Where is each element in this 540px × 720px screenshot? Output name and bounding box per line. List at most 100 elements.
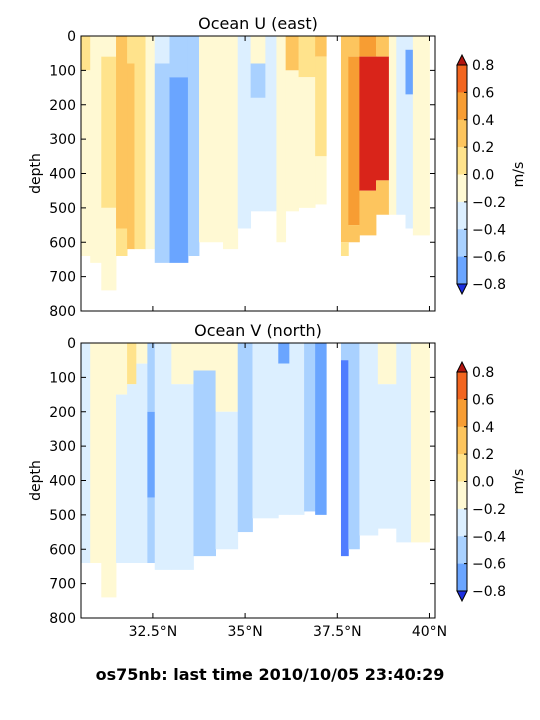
data-cell xyxy=(134,36,146,250)
colorbar-segment xyxy=(457,426,467,455)
data-cell xyxy=(127,63,135,250)
data-cell xyxy=(116,36,128,229)
data-cell xyxy=(101,343,117,598)
y-tick-label: 700 xyxy=(49,577,76,593)
y-tick-label: 0 xyxy=(67,29,76,45)
data-cell xyxy=(276,36,287,243)
data-cell xyxy=(154,343,172,570)
colorbar-tick-label: −0.6 xyxy=(472,250,506,266)
y-tick-label: 800 xyxy=(49,611,76,627)
colorbar-segment xyxy=(457,256,467,285)
data-cell xyxy=(340,36,349,243)
colorbar-tick-label: 0.2 xyxy=(472,140,494,156)
data-cell xyxy=(147,411,156,498)
data-cell xyxy=(136,343,148,364)
data-cell xyxy=(116,394,128,563)
data-cell xyxy=(215,343,239,412)
data-cell xyxy=(147,497,156,563)
colorbar-segment xyxy=(457,174,467,203)
data-cell xyxy=(405,49,414,95)
data-cell xyxy=(222,36,239,250)
data-cell xyxy=(289,343,305,515)
data-cell xyxy=(405,36,414,50)
colorbar-segment xyxy=(457,229,467,257)
data-cell xyxy=(171,384,194,570)
data-cell xyxy=(315,156,327,205)
data-cell xyxy=(116,343,128,395)
colorbar-tick-label: −0.8 xyxy=(472,277,506,293)
colorbar-tick-label: 0.2 xyxy=(472,447,494,463)
data-cell xyxy=(278,363,290,515)
data-cell xyxy=(377,343,397,385)
data-cell xyxy=(265,36,277,212)
data-cell xyxy=(348,56,360,226)
colorbar-tick-label: −0.4 xyxy=(472,529,506,545)
data-cell xyxy=(359,343,379,536)
y-tick-label: 100 xyxy=(49,370,76,386)
x-tick-label: 37.5°N xyxy=(313,624,362,640)
data-cell xyxy=(348,225,360,243)
data-cell xyxy=(315,56,327,157)
data-cell xyxy=(396,36,406,215)
data-cell xyxy=(116,228,128,256)
data-cell xyxy=(377,384,397,529)
y-tick-label: 200 xyxy=(49,405,76,421)
y-tick-label: 100 xyxy=(49,63,76,79)
axes-title: Ocean V (north) xyxy=(194,321,322,340)
data-cell xyxy=(127,36,135,64)
x-tick-label: 35°N xyxy=(227,624,262,640)
data-cell xyxy=(250,36,266,64)
colorbar-segment xyxy=(457,481,467,510)
data-cell xyxy=(81,70,91,256)
colorbar-segment xyxy=(457,399,467,428)
data-cell xyxy=(405,94,414,229)
data-cell xyxy=(250,97,266,212)
data-cell xyxy=(359,190,377,236)
colorbar-tick-label: −0.4 xyxy=(472,222,506,238)
colorbar-segment xyxy=(457,563,467,592)
colorbar-extend-low xyxy=(456,283,468,296)
data-cell xyxy=(193,343,216,371)
data-cell xyxy=(348,343,360,550)
data-cell xyxy=(412,36,430,236)
y-tick-label: 600 xyxy=(49,235,76,251)
colorbar-segment xyxy=(457,92,467,121)
colorbar-label: m/s xyxy=(511,469,527,495)
colorbar-tick-label: 0.0 xyxy=(472,475,494,491)
data-cell xyxy=(193,370,216,557)
data-cell xyxy=(127,384,137,563)
colorbar-tick-label: −0.8 xyxy=(472,584,506,600)
data-cell xyxy=(101,56,117,208)
colorbar-tick-label: 0.8 xyxy=(472,365,494,381)
colorbar-tick-label: 0.6 xyxy=(472,85,494,101)
y-tick-label: 500 xyxy=(49,508,76,524)
colorbar-segment xyxy=(457,372,467,400)
data-cell xyxy=(154,63,170,263)
data-cell xyxy=(340,242,349,256)
data-cell xyxy=(396,343,412,543)
y-tick-label: 0 xyxy=(67,336,76,352)
data-cell xyxy=(101,36,117,57)
colorbar-tick-label: 0.6 xyxy=(472,392,494,408)
data-cell xyxy=(90,36,102,263)
data-cell xyxy=(315,36,327,57)
data-cell xyxy=(81,36,91,71)
data-cell xyxy=(169,77,189,263)
data-cell xyxy=(359,36,377,57)
data-cell xyxy=(376,36,390,57)
data-cell xyxy=(376,56,390,181)
colorbar-extend-low xyxy=(456,590,468,603)
y-tick-label: 400 xyxy=(49,474,76,490)
axes-title: Ocean U (east) xyxy=(198,14,318,33)
data-cell xyxy=(388,36,397,215)
data-cell xyxy=(101,207,117,291)
colorbar-tick-label: 0.8 xyxy=(472,58,494,74)
data-cell xyxy=(376,180,390,215)
colorbar-segment xyxy=(457,147,467,175)
data-cell xyxy=(285,70,299,212)
y-tick-label: 200 xyxy=(49,98,76,114)
colorbar-tick-label: 0.4 xyxy=(472,420,494,436)
data-cell xyxy=(298,77,316,208)
colorbar-label: m/s xyxy=(511,162,527,188)
